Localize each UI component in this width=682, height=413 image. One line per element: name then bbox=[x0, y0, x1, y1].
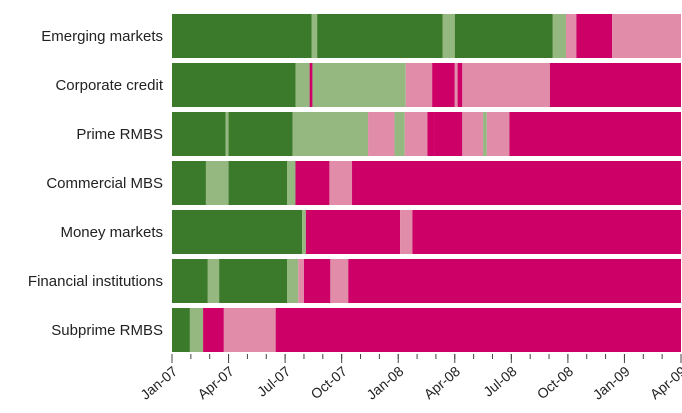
segment bbox=[225, 112, 229, 156]
x-tick-label: Jan-08 bbox=[363, 363, 406, 403]
segment bbox=[309, 63, 313, 107]
segment bbox=[298, 259, 304, 303]
x-tick-label: Jul-08 bbox=[480, 363, 520, 400]
segment bbox=[189, 308, 204, 352]
row-label: Prime RMBS bbox=[76, 126, 163, 143]
segment bbox=[312, 63, 406, 107]
row-label: Commercial MBS bbox=[46, 175, 163, 192]
segment bbox=[172, 112, 226, 156]
segment bbox=[228, 112, 293, 156]
segment bbox=[172, 161, 206, 205]
segment bbox=[172, 14, 312, 58]
segment bbox=[286, 161, 296, 205]
x-tick-label: Jan-07 bbox=[137, 363, 180, 403]
segment bbox=[412, 210, 681, 254]
segment bbox=[457, 63, 463, 107]
segment bbox=[432, 63, 455, 107]
x-tick-label: Apr-09 bbox=[647, 363, 682, 402]
x-tick-label: Jan-09 bbox=[590, 363, 633, 403]
segment bbox=[317, 14, 443, 58]
segment bbox=[442, 14, 455, 58]
segment bbox=[286, 259, 299, 303]
segment bbox=[207, 259, 220, 303]
segment bbox=[612, 14, 681, 58]
row-label: Money markets bbox=[60, 224, 163, 241]
segment bbox=[404, 112, 428, 156]
segment bbox=[576, 14, 613, 58]
segment bbox=[223, 308, 276, 352]
row-label: Subprime RMBS bbox=[51, 322, 163, 339]
segment bbox=[303, 259, 331, 303]
segment bbox=[427, 112, 435, 156]
segment bbox=[311, 14, 318, 58]
segment bbox=[348, 259, 681, 303]
segment bbox=[172, 63, 296, 107]
segment bbox=[566, 14, 577, 58]
segment bbox=[462, 112, 484, 156]
segment bbox=[275, 308, 681, 352]
segment bbox=[552, 14, 567, 58]
segment bbox=[509, 112, 681, 156]
segment bbox=[203, 308, 224, 352]
x-tick-label: Oct-08 bbox=[534, 363, 577, 402]
segment bbox=[205, 161, 229, 205]
segment bbox=[305, 210, 401, 254]
segment bbox=[330, 259, 349, 303]
x-tick-label: Jul-07 bbox=[254, 363, 294, 400]
row-label: Emerging markets bbox=[41, 28, 163, 45]
segment bbox=[295, 161, 330, 205]
segment bbox=[172, 259, 208, 303]
x-tick-label: Apr-07 bbox=[194, 363, 237, 402]
segment bbox=[483, 112, 487, 156]
segment bbox=[454, 14, 553, 58]
segment bbox=[549, 63, 681, 107]
row-label: Financial institutions bbox=[28, 273, 163, 290]
x-tick-label: Apr-08 bbox=[421, 363, 464, 402]
row-label: Corporate credit bbox=[55, 77, 163, 94]
segment bbox=[172, 308, 190, 352]
x-tick-label: Oct-07 bbox=[308, 363, 351, 402]
segment bbox=[405, 63, 433, 107]
segment bbox=[228, 161, 287, 205]
segment bbox=[486, 112, 510, 156]
segment bbox=[172, 210, 303, 254]
segment bbox=[219, 259, 287, 303]
segment bbox=[368, 112, 395, 156]
segment bbox=[329, 161, 353, 205]
segment bbox=[295, 63, 310, 107]
segment bbox=[462, 63, 550, 107]
segment bbox=[454, 63, 458, 107]
segment bbox=[302, 210, 306, 254]
segment bbox=[352, 161, 681, 205]
segment bbox=[394, 112, 405, 156]
segment bbox=[434, 112, 463, 156]
segment bbox=[400, 210, 413, 254]
segment bbox=[292, 112, 369, 156]
